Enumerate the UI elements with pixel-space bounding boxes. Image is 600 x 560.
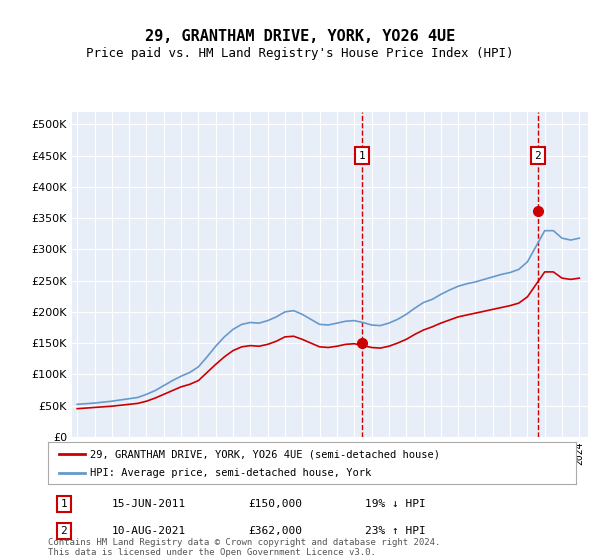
Text: HPI: Average price, semi-detached house, York: HPI: Average price, semi-detached house,… bbox=[90, 468, 371, 478]
Text: 2: 2 bbox=[535, 151, 541, 161]
Text: 15-JUN-2011: 15-JUN-2011 bbox=[112, 499, 185, 509]
Text: 29, GRANTHAM DRIVE, YORK, YO26 4UE: 29, GRANTHAM DRIVE, YORK, YO26 4UE bbox=[145, 29, 455, 44]
Text: Price paid vs. HM Land Registry's House Price Index (HPI): Price paid vs. HM Land Registry's House … bbox=[86, 46, 514, 60]
Text: 19% ↓ HPI: 19% ↓ HPI bbox=[365, 499, 425, 509]
Text: 1: 1 bbox=[61, 499, 67, 509]
Text: Contains HM Land Registry data © Crown copyright and database right 2024.
This d: Contains HM Land Registry data © Crown c… bbox=[48, 538, 440, 557]
Text: £362,000: £362,000 bbox=[248, 526, 302, 536]
Text: 2: 2 bbox=[61, 526, 67, 536]
Text: £150,000: £150,000 bbox=[248, 499, 302, 509]
Text: 1: 1 bbox=[359, 151, 365, 161]
Text: 29, GRANTHAM DRIVE, YORK, YO26 4UE (semi-detached house): 29, GRANTHAM DRIVE, YORK, YO26 4UE (semi… bbox=[90, 449, 440, 459]
Text: 10-AUG-2021: 10-AUG-2021 bbox=[112, 526, 185, 536]
Text: 23% ↑ HPI: 23% ↑ HPI bbox=[365, 526, 425, 536]
